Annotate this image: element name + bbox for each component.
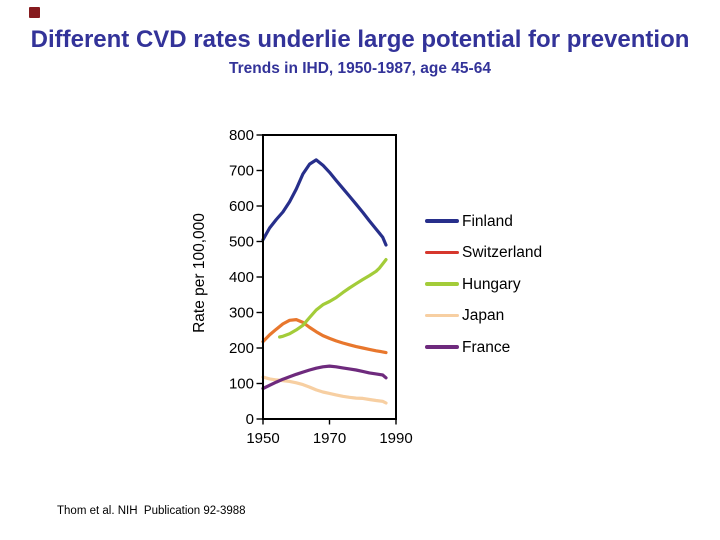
series-line-japan xyxy=(261,375,388,405)
series-line-switzerland xyxy=(261,318,388,355)
source-citation: Thom et al. NIH Publication 92-3988 xyxy=(57,505,246,517)
series-line-finland xyxy=(261,158,388,247)
y-tick-label: 600 xyxy=(229,198,254,215)
y-tick-label: 800 xyxy=(229,127,254,144)
y-tick-label: 300 xyxy=(229,305,254,322)
y-tick-label: 500 xyxy=(229,234,254,251)
series-line-hungary xyxy=(278,258,388,339)
x-tick-label: 1990 xyxy=(379,430,412,447)
x-tick-label: 1950 xyxy=(246,430,279,447)
series-line-france xyxy=(261,364,388,391)
y-axis-label: Rate per 100,000 xyxy=(191,213,208,333)
slide-accent-square xyxy=(29,7,40,18)
slide-subtitle: Trends in IHD, 1950-1987, age 45-64 xyxy=(229,60,491,77)
y-tick-label: 100 xyxy=(229,376,254,393)
slide-title: Different CVD rates underlie large poten… xyxy=(30,26,690,53)
y-tick-label: 0 xyxy=(246,411,254,428)
y-tick-label: 400 xyxy=(229,269,254,286)
plot-border xyxy=(262,134,397,420)
y-tick-label: 700 xyxy=(229,163,254,180)
y-tick-label: 200 xyxy=(229,340,254,357)
x-tick-label: 1970 xyxy=(313,430,346,447)
